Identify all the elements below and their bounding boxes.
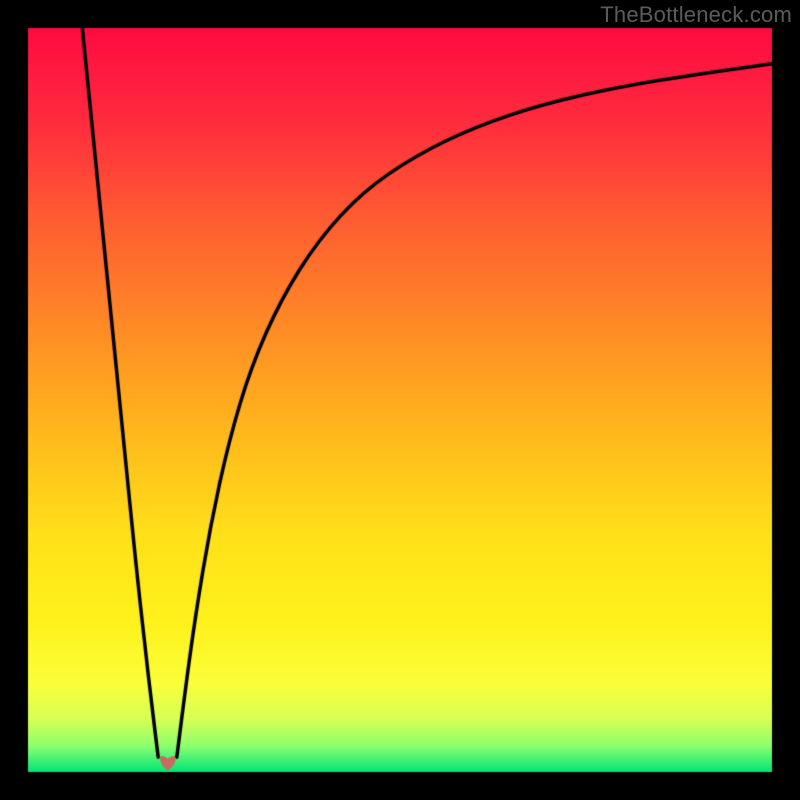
watermark-text: TheBottleneck.com bbox=[600, 2, 792, 28]
bottleneck-chart-canvas bbox=[0, 0, 800, 800]
chart-container: TheBottleneck.com bbox=[0, 0, 800, 800]
